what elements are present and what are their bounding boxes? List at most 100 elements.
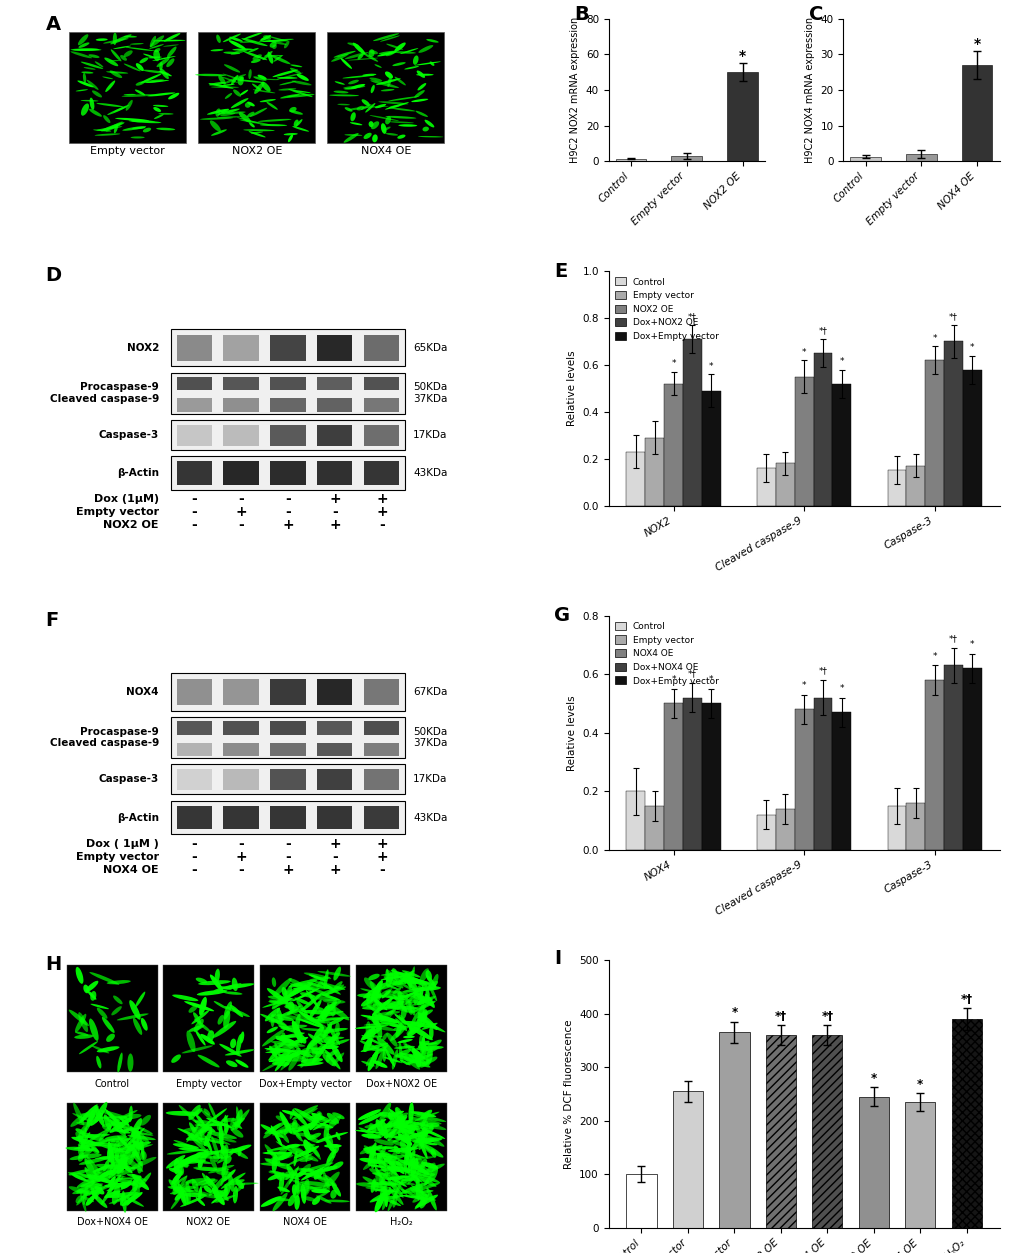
Bar [223, 806, 259, 829]
Ellipse shape [325, 1051, 330, 1063]
Ellipse shape [221, 1145, 228, 1158]
Ellipse shape [312, 1113, 336, 1125]
Ellipse shape [141, 1017, 148, 1031]
Ellipse shape [378, 1121, 392, 1129]
Bar [765, 1035, 795, 1228]
Ellipse shape [78, 1012, 88, 1032]
Ellipse shape [280, 94, 300, 99]
Ellipse shape [390, 1165, 416, 1173]
Ellipse shape [267, 51, 273, 64]
Ellipse shape [386, 1129, 397, 1138]
Ellipse shape [222, 1125, 229, 1136]
Ellipse shape [273, 1157, 285, 1160]
Ellipse shape [351, 84, 365, 89]
Bar [364, 679, 399, 705]
Ellipse shape [106, 1138, 130, 1141]
Ellipse shape [406, 1146, 412, 1159]
Text: I: I [553, 950, 560, 969]
Bar [756, 814, 775, 850]
Ellipse shape [420, 1159, 427, 1169]
Ellipse shape [108, 60, 120, 61]
Ellipse shape [136, 991, 145, 1007]
Ellipse shape [148, 56, 162, 59]
Ellipse shape [410, 1183, 439, 1193]
Ellipse shape [217, 117, 242, 118]
Ellipse shape [138, 1173, 151, 1189]
Ellipse shape [235, 1034, 242, 1055]
Ellipse shape [396, 1125, 413, 1130]
Ellipse shape [137, 1131, 141, 1152]
Ellipse shape [363, 1037, 372, 1053]
Ellipse shape [324, 1144, 341, 1148]
Ellipse shape [368, 1025, 395, 1031]
Ellipse shape [380, 89, 394, 91]
Ellipse shape [95, 133, 120, 135]
Bar [775, 809, 794, 850]
Ellipse shape [319, 1123, 333, 1128]
Ellipse shape [279, 1111, 291, 1134]
Ellipse shape [316, 1111, 322, 1121]
Ellipse shape [280, 1054, 294, 1070]
Ellipse shape [228, 1174, 234, 1192]
Ellipse shape [132, 1175, 141, 1183]
Ellipse shape [202, 1173, 212, 1189]
Bar [904, 1101, 934, 1228]
Ellipse shape [403, 1162, 419, 1164]
Ellipse shape [222, 34, 240, 43]
Ellipse shape [385, 1170, 393, 1179]
Ellipse shape [422, 1144, 443, 1158]
Ellipse shape [89, 54, 100, 58]
Ellipse shape [179, 1187, 196, 1189]
Ellipse shape [152, 40, 185, 41]
Ellipse shape [288, 1054, 300, 1070]
Ellipse shape [385, 115, 416, 119]
Ellipse shape [399, 48, 418, 54]
Ellipse shape [389, 996, 403, 1017]
Ellipse shape [314, 1026, 324, 1039]
Ellipse shape [274, 1042, 280, 1056]
Ellipse shape [140, 1139, 145, 1159]
Ellipse shape [284, 1004, 297, 1009]
Ellipse shape [363, 982, 387, 999]
Ellipse shape [270, 55, 290, 64]
Ellipse shape [102, 1125, 111, 1131]
Ellipse shape [284, 985, 291, 1004]
Ellipse shape [309, 975, 327, 981]
Ellipse shape [395, 1160, 404, 1174]
Ellipse shape [264, 1048, 297, 1053]
Ellipse shape [381, 990, 390, 999]
Ellipse shape [215, 109, 220, 117]
Ellipse shape [285, 1169, 296, 1180]
Ellipse shape [369, 1164, 385, 1168]
Ellipse shape [383, 976, 404, 989]
Ellipse shape [212, 1021, 236, 1037]
Text: 50KDa
37KDa: 50KDa 37KDa [413, 382, 447, 403]
Ellipse shape [394, 1055, 419, 1063]
Text: -: - [238, 492, 244, 506]
Ellipse shape [112, 1185, 120, 1204]
Ellipse shape [317, 1007, 327, 1014]
Ellipse shape [153, 105, 168, 107]
Bar [163, 965, 254, 1073]
Ellipse shape [383, 1118, 394, 1130]
Ellipse shape [385, 1001, 404, 1009]
Ellipse shape [330, 1189, 336, 1199]
Text: *†: *† [817, 667, 826, 675]
Ellipse shape [361, 1061, 375, 1066]
Ellipse shape [423, 1134, 444, 1146]
Ellipse shape [362, 1177, 387, 1190]
Ellipse shape [172, 995, 198, 1001]
Ellipse shape [369, 1168, 389, 1179]
Ellipse shape [159, 63, 163, 70]
Ellipse shape [77, 1135, 84, 1145]
Ellipse shape [311, 1044, 327, 1064]
Ellipse shape [382, 1032, 387, 1041]
Ellipse shape [130, 1157, 156, 1169]
Text: 67KDa: 67KDa [413, 687, 447, 697]
Ellipse shape [399, 1053, 420, 1070]
Ellipse shape [326, 1113, 338, 1124]
Ellipse shape [230, 1039, 236, 1049]
Ellipse shape [300, 1144, 315, 1146]
Ellipse shape [420, 1110, 429, 1128]
Ellipse shape [268, 1128, 296, 1134]
